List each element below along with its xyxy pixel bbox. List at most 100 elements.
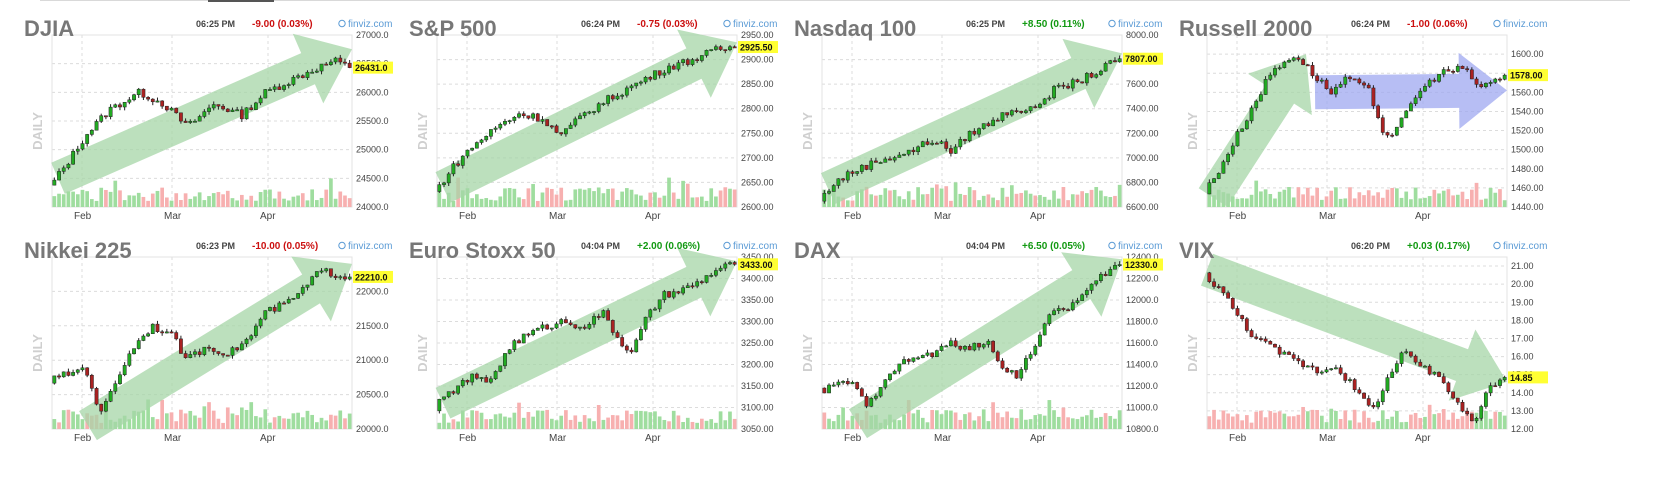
candle-body <box>972 130 977 135</box>
volume-bar <box>1273 198 1277 207</box>
candle-body <box>1047 97 1052 100</box>
y-tick-label: 12200.0 <box>1126 274 1159 284</box>
volume-bar <box>643 411 648 429</box>
candle-body <box>1038 334 1042 347</box>
finviz-icon <box>338 241 346 250</box>
candle-body <box>1343 76 1348 85</box>
chart-title: Russell 2000 <box>1179 16 1312 41</box>
y-tick-label: 7400.00 <box>1126 104 1159 114</box>
volume-bar <box>1047 400 1052 429</box>
volume-bar <box>967 412 972 429</box>
x-tick-label: Feb <box>844 433 862 444</box>
candle-body <box>263 89 268 99</box>
candle-body <box>211 104 216 109</box>
candle-body <box>930 142 935 145</box>
source-link[interactable]: finviz.com <box>733 19 777 30</box>
y-tick-label: 26000.0 <box>356 87 389 97</box>
y-tick-label: 11000.0 <box>1126 403 1158 413</box>
volume-bar <box>892 189 897 207</box>
volume-bar <box>1010 417 1014 429</box>
volume-bar <box>1460 191 1465 207</box>
volume-bar <box>1446 189 1451 207</box>
y-tick-label: 3450.00 <box>741 252 774 262</box>
volume-bar <box>634 410 639 429</box>
gridlines <box>52 257 352 430</box>
candle-body <box>296 75 300 78</box>
volume-bar <box>1488 418 1493 429</box>
y-axis: 22000.0 21500.0 21000.0 20500.0 20000.0 <box>356 286 389 434</box>
volume-bar <box>90 199 94 207</box>
volume-bar <box>1413 412 1418 429</box>
candle-body <box>1226 292 1230 299</box>
candle-body <box>888 373 892 380</box>
candle-body <box>61 371 66 378</box>
volume-bar <box>963 414 967 429</box>
chart-panel: 27000.026500.026000.025500.025000.024500… <box>24 16 393 222</box>
candle-body <box>981 123 986 129</box>
volume-bar <box>1479 416 1484 429</box>
volume-bar <box>211 193 216 207</box>
volume-bar <box>188 410 193 429</box>
volume-bar <box>949 200 953 207</box>
source-link[interactable]: finviz.com <box>1503 241 1547 252</box>
candle-body <box>671 291 676 298</box>
volume-bar <box>268 189 272 207</box>
y-tick-label: 1540.00 <box>1511 106 1544 116</box>
period-label: DAILY <box>800 334 815 372</box>
candle-body <box>629 85 634 89</box>
y-tick-label: 1440.00 <box>1511 202 1544 212</box>
volume-bar <box>493 200 498 207</box>
volume-bar <box>977 200 981 207</box>
volume-bar <box>657 197 662 207</box>
volume-bar <box>484 198 489 207</box>
volume-bar <box>310 189 314 207</box>
volume-bar <box>319 417 324 429</box>
y-tick-label: 25500.0 <box>356 116 389 126</box>
source-link[interactable]: finviz.com <box>1118 19 1162 30</box>
volume-bar <box>141 196 146 207</box>
source-link[interactable]: finviz.com <box>348 19 392 30</box>
volume-bar <box>1366 417 1371 429</box>
source-link[interactable]: finviz.com <box>348 241 392 252</box>
volume-bar <box>1075 194 1080 207</box>
candle-body <box>108 106 113 117</box>
volume-bar <box>564 200 568 207</box>
candle-body <box>1047 314 1052 325</box>
source-link[interactable]: finviz.com <box>1118 241 1162 252</box>
volume-bar <box>94 200 99 207</box>
volume-bar <box>685 183 690 207</box>
current-price-label: 22210.0 <box>355 272 388 282</box>
candle-body <box>146 97 150 100</box>
candle-body <box>1469 69 1474 80</box>
candle-body <box>239 343 244 351</box>
volume-bar <box>71 191 75 207</box>
candle-body <box>164 331 169 334</box>
candle-body <box>559 319 564 325</box>
volume-bar <box>953 412 958 429</box>
candle-body <box>662 291 667 301</box>
candle-body <box>1437 73 1441 82</box>
chart-title: DJIA <box>24 16 74 41</box>
volume-bar <box>1103 196 1108 207</box>
candle-body <box>249 335 254 340</box>
source-link[interactable]: finviz.com <box>1503 19 1547 30</box>
candle-body <box>1484 392 1488 407</box>
volume-bars <box>1207 180 1507 207</box>
candle-body <box>479 139 484 143</box>
y-tick-label: 2950.00 <box>741 30 774 40</box>
source-link[interactable]: finviz.com <box>733 241 777 252</box>
y-axis: 21.0020.0019.0018.0017.0016.0015.0014.00… <box>1511 261 1534 434</box>
candle-body <box>859 164 864 172</box>
chart-title: Nasdaq 100 <box>794 16 916 41</box>
candle-body <box>906 149 911 155</box>
volume-bar <box>1343 198 1348 207</box>
candle-body <box>855 171 860 174</box>
candle-body <box>1254 100 1259 109</box>
candle-body <box>709 49 714 51</box>
volume-bar <box>568 419 573 429</box>
volume-bar <box>127 195 132 207</box>
volume-bar <box>925 422 930 429</box>
volume-bar <box>850 200 855 207</box>
candle-body <box>333 57 338 63</box>
volume-bar <box>193 196 197 207</box>
